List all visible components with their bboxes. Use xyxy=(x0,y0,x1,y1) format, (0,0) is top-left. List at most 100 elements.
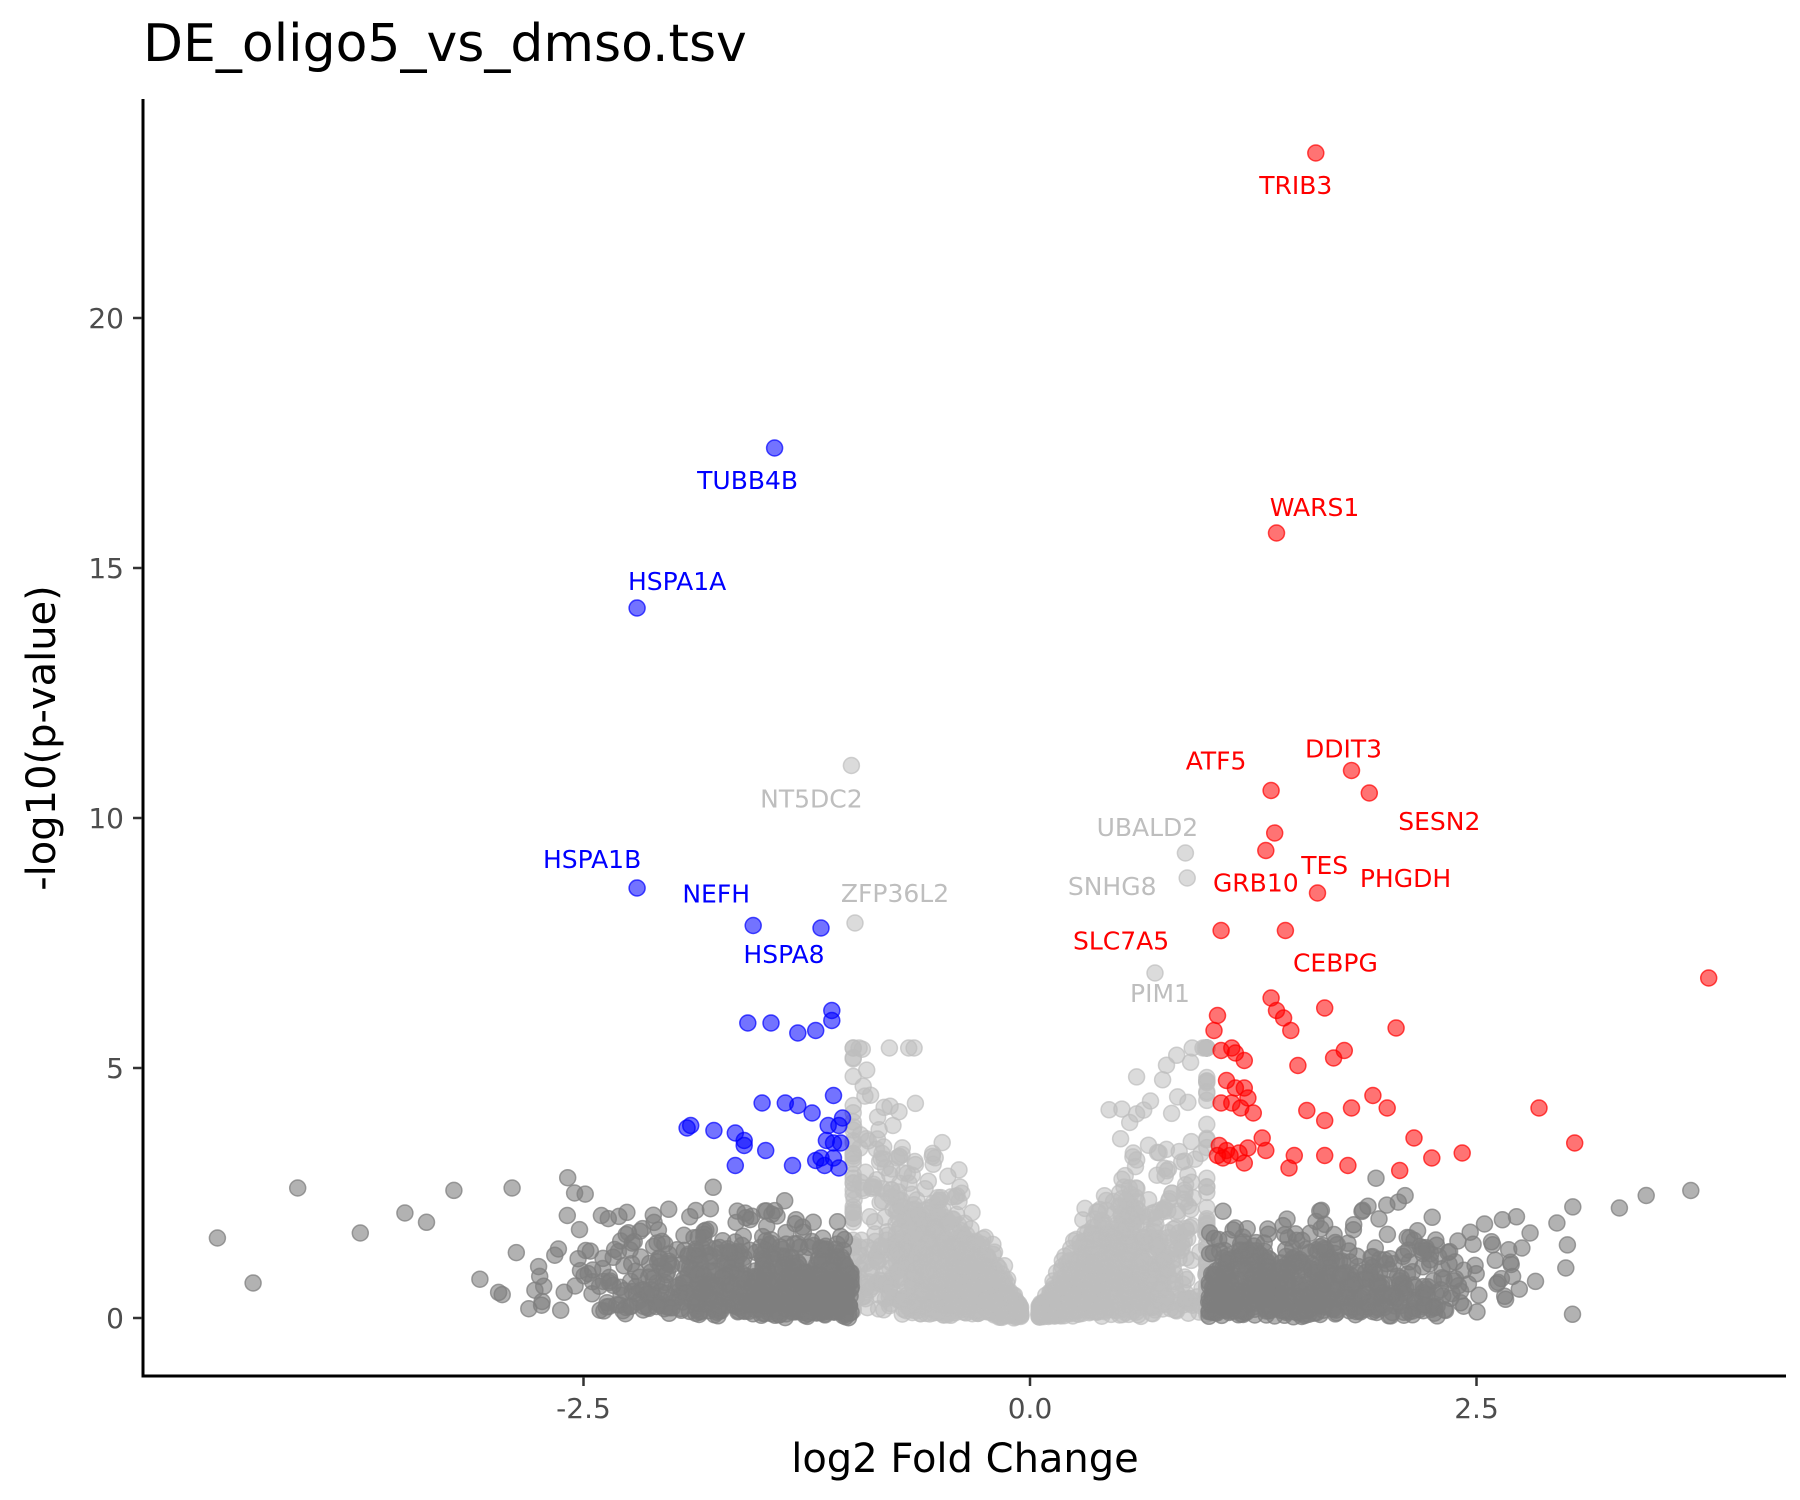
ns-point xyxy=(728,1202,747,1220)
down-point xyxy=(678,1119,696,1137)
ns-point xyxy=(1259,1220,1277,1238)
down-point xyxy=(823,1001,841,1020)
ns-point xyxy=(634,1301,652,1319)
ns-point xyxy=(1400,1229,1419,1247)
ns-point xyxy=(1153,1071,1172,1089)
ns-point xyxy=(1127,1151,1146,1169)
labeled-point-hspa8 xyxy=(812,919,830,937)
ns-point xyxy=(1096,1251,1114,1269)
labeled-point-nt5dc2 xyxy=(842,756,861,775)
ns-point xyxy=(600,1297,618,1316)
ns-point xyxy=(1395,1303,1413,1322)
labeled-point-pim1 xyxy=(1146,964,1164,982)
ns-point xyxy=(1084,1236,1103,1255)
labeled-point-sesn2 xyxy=(1360,784,1379,802)
ns-point xyxy=(1337,1285,1355,1304)
y-tick-label: 5 xyxy=(106,1052,124,1085)
axes-layer xyxy=(141,99,1786,1378)
up-point xyxy=(1335,1041,1354,1060)
ns-point xyxy=(1084,1302,1103,1321)
ns-point xyxy=(1295,1281,1313,1300)
ns-point xyxy=(1139,1136,1158,1154)
ns-point xyxy=(445,1181,463,1200)
ticks-layer: -2.5 0.0 2.5 0 5 10 15 20 xyxy=(88,302,1498,1425)
ns-point xyxy=(1309,1259,1327,1277)
down-point xyxy=(831,1134,850,1152)
ns-point xyxy=(1127,1179,1145,1197)
ns-point xyxy=(803,1232,821,1251)
ns-point xyxy=(1327,1252,1346,1270)
ns-point xyxy=(904,1263,923,1282)
labeled-point-slc7a5 xyxy=(1212,921,1230,940)
down-point xyxy=(783,1156,802,1175)
ns-point xyxy=(1489,1273,1507,1292)
ns-point xyxy=(1423,1208,1441,1227)
ns-point xyxy=(844,1209,862,1228)
ns-point xyxy=(1198,1082,1216,1101)
ns-point xyxy=(1367,1169,1385,1187)
up-point xyxy=(1208,1006,1227,1025)
ns-point xyxy=(520,1299,538,1318)
ns-point xyxy=(609,1242,628,1261)
ns-point xyxy=(1115,1251,1134,1270)
ns-point xyxy=(836,1308,855,1326)
ns-point xyxy=(1417,1241,1436,1260)
ns-point xyxy=(1475,1215,1494,1233)
ns-point xyxy=(659,1200,678,1219)
ns-point xyxy=(776,1299,795,1318)
ns-point xyxy=(1344,1215,1363,1234)
gene-label-phgdh: PHGDH xyxy=(1360,864,1451,893)
ns-point xyxy=(933,1133,951,1152)
up-point xyxy=(1289,1056,1307,1075)
ns-point xyxy=(657,1284,675,1303)
up-point xyxy=(1387,1019,1405,1037)
ns-point xyxy=(1378,1196,1396,1214)
down-point xyxy=(789,1024,807,1042)
ns-point xyxy=(288,1179,307,1197)
ns-point xyxy=(782,1266,800,1285)
ns-point xyxy=(1637,1186,1655,1205)
ns-point xyxy=(1459,1275,1478,1293)
ns-point xyxy=(1513,1239,1531,1257)
ns-point xyxy=(1468,1303,1486,1321)
y-tick-label: 0 xyxy=(106,1302,124,1335)
ns-point xyxy=(1287,1231,1306,1250)
gene-label-tes: TES xyxy=(1300,851,1348,880)
ns-point xyxy=(1277,1277,1295,1295)
ns-point xyxy=(906,1094,925,1113)
ns-point xyxy=(709,1297,728,1316)
ns-point xyxy=(867,1140,886,1158)
ns-point xyxy=(1198,1039,1216,1057)
ns-point xyxy=(881,1278,900,1296)
ns-point xyxy=(1563,1305,1582,1324)
gene-label-wars1: WARS1 xyxy=(1270,493,1360,522)
ns-point xyxy=(1464,1235,1482,1254)
ns-point xyxy=(503,1179,521,1197)
ns-point xyxy=(581,1242,600,1260)
ns-point xyxy=(507,1243,526,1262)
ns-point xyxy=(1105,1273,1124,1291)
ns-point xyxy=(1394,1247,1412,1266)
ns-point xyxy=(1127,1105,1146,1123)
ns-point xyxy=(888,1148,906,1167)
labeled-point-tes xyxy=(1265,824,1284,842)
down-point xyxy=(705,1121,723,1140)
ns-point xyxy=(1179,1093,1197,1112)
ns-point xyxy=(1446,1253,1464,1271)
ns-point xyxy=(644,1206,663,1224)
ns-point xyxy=(351,1224,370,1242)
up-point xyxy=(1390,1161,1409,1180)
ns-point xyxy=(1231,1235,1250,1253)
up-point xyxy=(1699,969,1718,987)
ns-point xyxy=(208,1229,227,1247)
ns-point xyxy=(914,1216,932,1234)
ns-point xyxy=(1161,1246,1179,1264)
down-point xyxy=(824,1086,843,1105)
y-tick-label: 15 xyxy=(88,552,124,585)
ns-point xyxy=(1388,1267,1407,1286)
ns-point xyxy=(861,1208,879,1226)
ns-point xyxy=(856,1087,874,1105)
ns-point xyxy=(1396,1186,1414,1205)
gene-label-zfp36l2: ZFP36L2 xyxy=(841,879,949,908)
gene-label-atf5: ATF5 xyxy=(1186,747,1247,776)
